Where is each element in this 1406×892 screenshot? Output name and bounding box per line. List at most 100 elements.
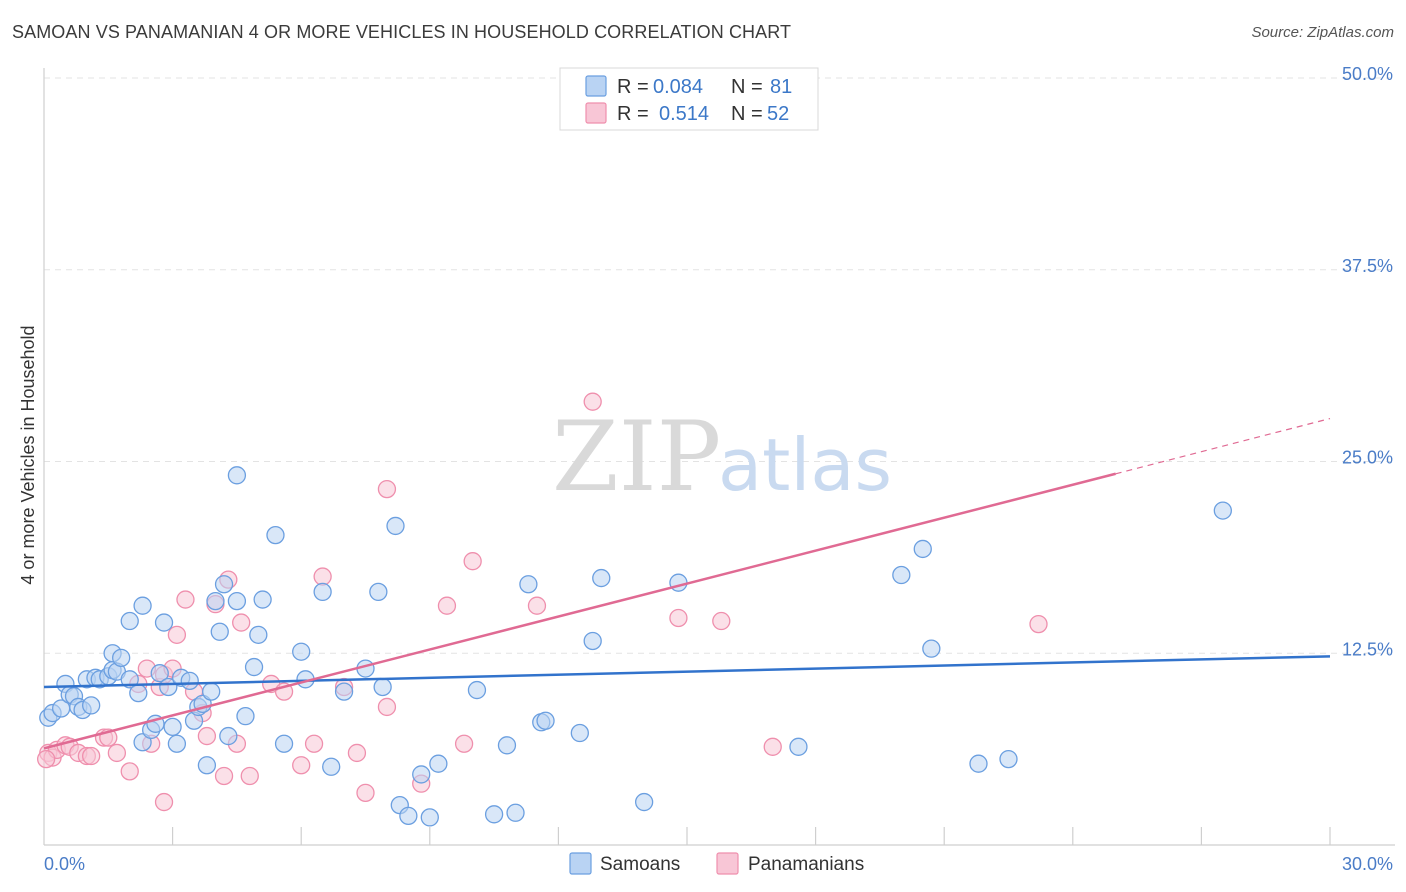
panamanian-point [304, 734, 324, 753]
samoan-point [82, 696, 101, 715]
samoan-point [969, 754, 988, 773]
samoan-point [322, 757, 341, 776]
panamanian-point [669, 608, 688, 628]
samoan-point [369, 582, 388, 602]
samoan-point [373, 677, 392, 697]
samoan-point [133, 596, 152, 615]
samoan-point [386, 516, 405, 536]
legend-panamanian-swatch [585, 102, 607, 124]
samoan-point [154, 613, 174, 632]
panamanian-point [356, 783, 375, 802]
panamanian-point [527, 596, 547, 615]
samoan-points [39, 466, 1232, 827]
panamanian-point [377, 479, 397, 499]
samoan-point [227, 591, 247, 611]
samoan-point [202, 682, 221, 701]
samoan-point [292, 642, 311, 661]
legend-samoan-swatch [585, 75, 607, 97]
samoan-point [420, 808, 439, 827]
samoan-point [244, 657, 264, 677]
panamanian-point [763, 737, 782, 756]
panamanian-point [437, 596, 457, 615]
legend-samoan-n-label: N = [731, 76, 763, 98]
legend-panamanian-n-label: N = [731, 103, 763, 125]
legend-samoan-n-value: 81 [770, 76, 792, 98]
y-tick-label: 50.0% [1342, 64, 1393, 84]
y-tick-label: 37.5% [1342, 256, 1393, 276]
legend-samoan-r-label: R = [617, 76, 649, 98]
samoan-point [236, 706, 255, 726]
samoan-point [467, 680, 487, 700]
samoan-point [150, 664, 169, 683]
samoan-point [274, 734, 294, 753]
samoan-point [592, 568, 611, 588]
x-tick-label-min: 0.0% [44, 854, 85, 874]
samoan-point [167, 734, 187, 753]
samoan-point [497, 736, 517, 755]
samoan-point [506, 803, 525, 822]
samoan-point [583, 631, 602, 651]
samoan-point [789, 737, 808, 756]
samoan-point [219, 726, 238, 746]
panamanian-point [197, 726, 217, 746]
y-axis-label: 4 or more Vehicles in Household [18, 325, 38, 584]
samoan-point [429, 754, 448, 773]
panamanian-trend-extension [1115, 417, 1331, 475]
source-label: Source: ZipAtlas.com [1251, 24, 1394, 41]
samoan-point [399, 806, 418, 826]
samoan-point [536, 711, 555, 730]
panamanian-point [107, 743, 127, 763]
samoan-point [892, 565, 911, 585]
x-axis-ticks [172, 827, 1331, 845]
bottom-legend: Samoans Panamanians [569, 852, 864, 875]
samoan-point [519, 575, 538, 594]
samoan-point [163, 717, 182, 737]
panamanian-point [292, 756, 311, 775]
watermark-atlas: atlas [718, 423, 892, 507]
samoan-point [922, 639, 941, 658]
panamanian-point [463, 552, 482, 571]
panamanian-point [454, 734, 474, 753]
samoan-point [120, 611, 139, 631]
panamanian-point [232, 613, 251, 632]
panamanian-point [712, 611, 731, 631]
samoan-point [570, 723, 589, 743]
panamanian-point [154, 792, 174, 812]
panamanian-point [313, 567, 332, 586]
watermark-zip: ZIP [552, 401, 721, 513]
samoan-point [484, 805, 504, 824]
samoan-point [120, 670, 139, 689]
samoan-point [999, 749, 1018, 769]
panamanian-point [120, 762, 139, 781]
top-legend: R = 0.084 N = 81 R = 0.514 N = 52 [559, 67, 819, 131]
legend-samoan-r-value: 0.084 [653, 76, 703, 98]
panamanian-point [167, 625, 187, 644]
panamanian-point [36, 749, 56, 769]
samoan-point [669, 573, 688, 592]
samoan-point [249, 625, 268, 644]
panamanian-point [1029, 614, 1048, 634]
samoan-point [913, 539, 932, 559]
legend-panamanian-n-value: 52 [767, 103, 789, 125]
bottom-legend-samoan-label: Samoans [600, 854, 680, 875]
y-tick-label: 25.0% [1342, 448, 1393, 468]
samoan-point [129, 683, 148, 703]
bottom-legend-panamanian-label: Panamanians [748, 854, 864, 875]
samoan-point [180, 671, 199, 691]
grid-lines [44, 77, 1395, 654]
samoan-point [1213, 501, 1232, 520]
bottom-legend-samoan-swatch [569, 852, 592, 875]
panamanian-point [176, 590, 195, 609]
x-tick-label-max: 30.0% [1342, 854, 1393, 874]
samoan-point [334, 682, 354, 701]
samoan-point [214, 575, 234, 594]
samoan-point [253, 590, 272, 609]
samoan-point [206, 591, 225, 611]
panamanian-point [240, 766, 259, 786]
y-tick-label: 12.5% [1342, 639, 1393, 659]
samoan-point [313, 582, 332, 602]
panamanian-point [82, 746, 101, 766]
panamanian-trend-line [43, 472, 1116, 750]
samoan-point [227, 466, 247, 485]
panamanian-points [36, 99, 1048, 812]
